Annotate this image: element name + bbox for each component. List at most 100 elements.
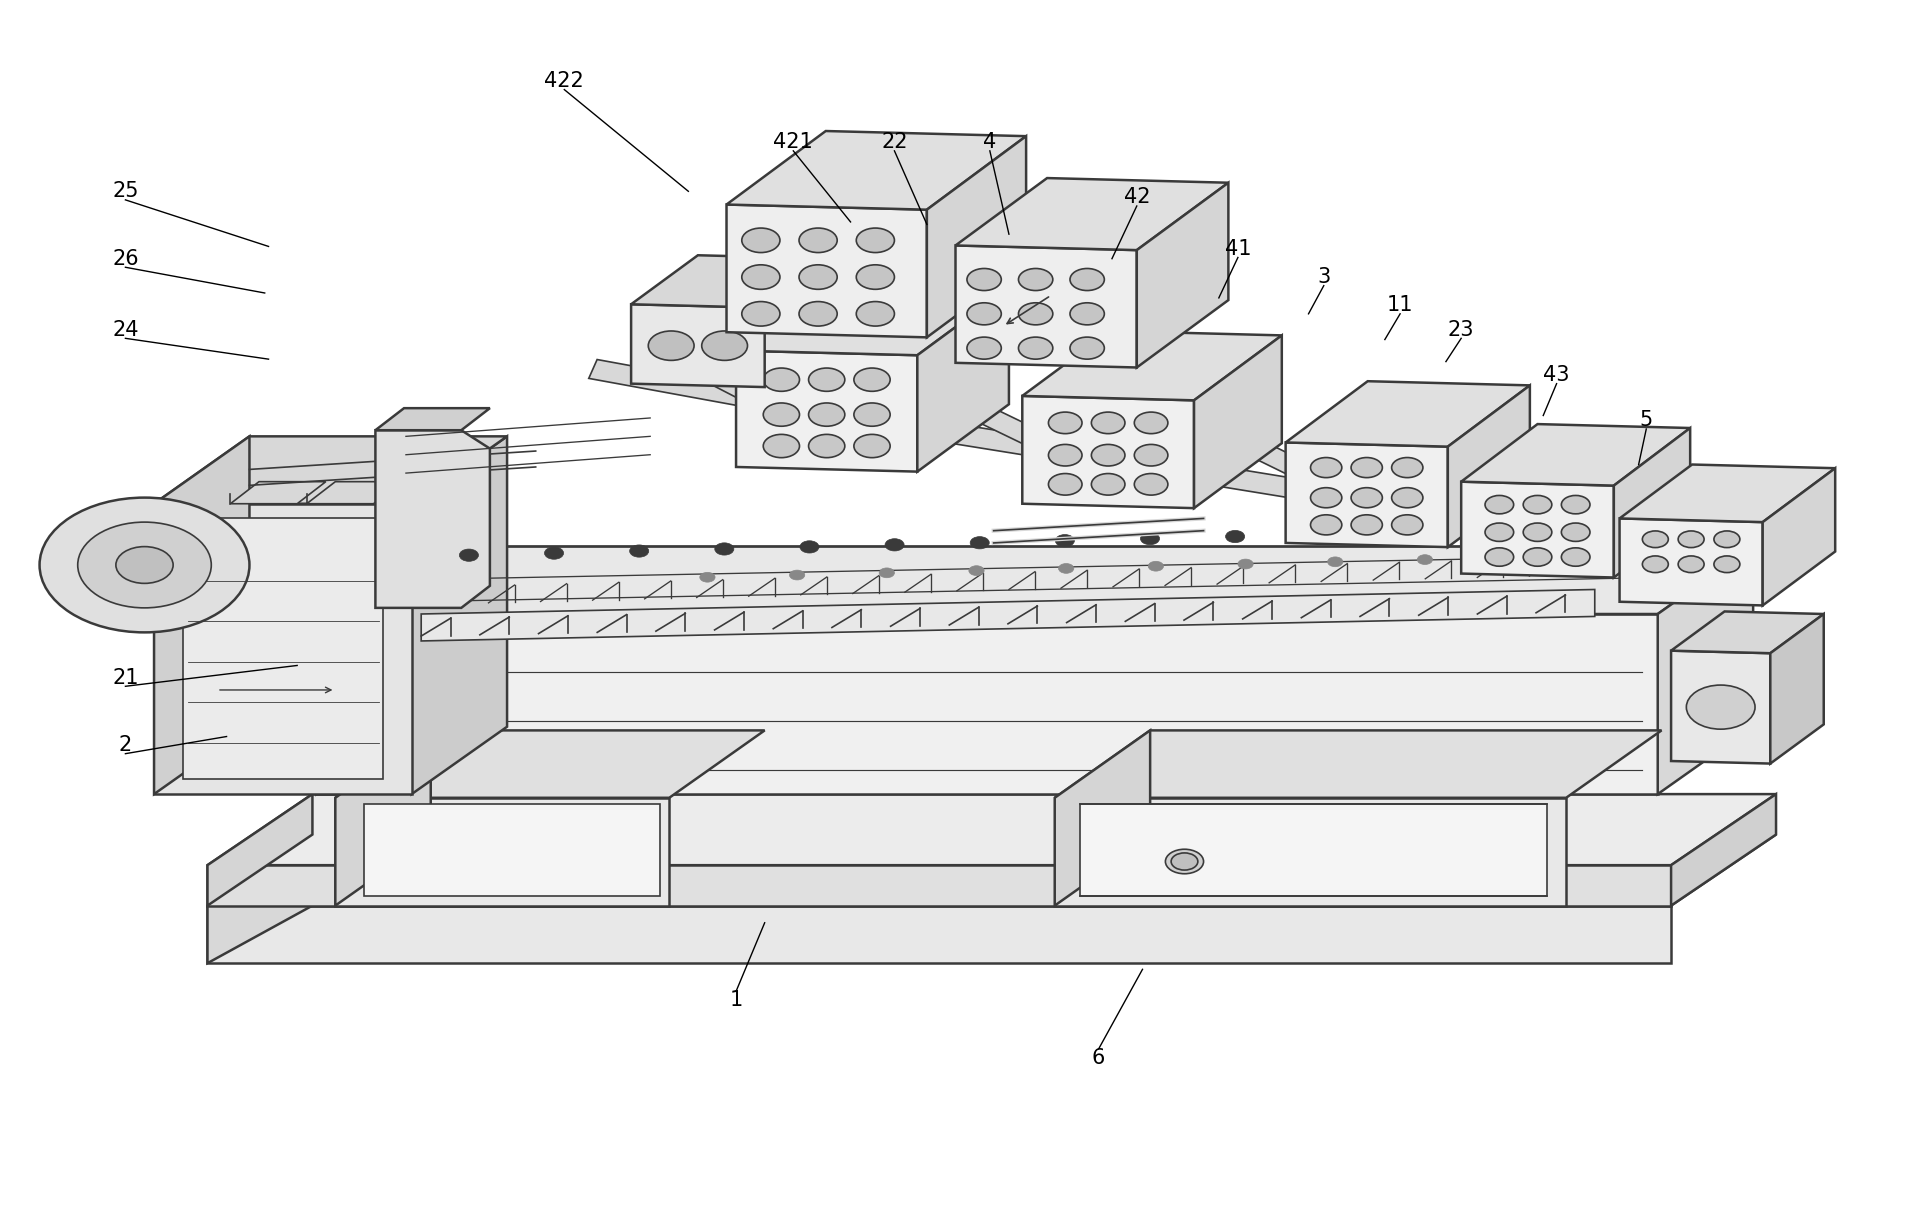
Circle shape — [1523, 548, 1552, 566]
Circle shape — [1485, 523, 1514, 542]
Text: 3: 3 — [1317, 266, 1330, 287]
Polygon shape — [1670, 651, 1770, 764]
Polygon shape — [1483, 511, 1712, 564]
Text: 422: 422 — [545, 71, 585, 91]
Polygon shape — [208, 905, 1670, 963]
Circle shape — [1485, 548, 1514, 566]
Circle shape — [885, 539, 904, 551]
Polygon shape — [208, 866, 1670, 905]
Circle shape — [1049, 445, 1082, 465]
Polygon shape — [208, 795, 311, 905]
Text: 24: 24 — [113, 319, 140, 340]
Polygon shape — [726, 205, 927, 338]
Circle shape — [789, 570, 805, 580]
Polygon shape — [1770, 614, 1823, 764]
Circle shape — [1070, 269, 1105, 291]
Text: 22: 22 — [881, 133, 908, 152]
Circle shape — [1481, 524, 1500, 537]
Polygon shape — [1196, 464, 1491, 529]
Polygon shape — [315, 546, 1752, 614]
Circle shape — [1523, 523, 1552, 542]
Circle shape — [856, 228, 894, 253]
Polygon shape — [306, 481, 401, 503]
Polygon shape — [1670, 612, 1823, 653]
Polygon shape — [956, 246, 1137, 367]
Polygon shape — [1286, 442, 1449, 548]
Circle shape — [1328, 558, 1343, 566]
Polygon shape — [183, 518, 382, 780]
Circle shape — [1561, 523, 1590, 542]
Circle shape — [1311, 515, 1342, 535]
Polygon shape — [155, 436, 506, 503]
Circle shape — [1149, 561, 1164, 571]
Circle shape — [1311, 528, 1330, 540]
Polygon shape — [411, 436, 506, 795]
Polygon shape — [334, 798, 669, 905]
Circle shape — [40, 497, 250, 632]
Circle shape — [1171, 853, 1198, 871]
Circle shape — [1642, 556, 1668, 572]
Polygon shape — [1137, 183, 1229, 367]
Circle shape — [1391, 458, 1424, 478]
Circle shape — [1686, 685, 1754, 729]
Circle shape — [1678, 530, 1705, 548]
Circle shape — [1070, 338, 1105, 359]
Polygon shape — [208, 835, 1775, 905]
Circle shape — [1055, 534, 1074, 546]
Circle shape — [808, 435, 845, 458]
Circle shape — [1351, 458, 1382, 478]
Polygon shape — [1022, 332, 1282, 400]
Circle shape — [715, 543, 734, 555]
Text: 25: 25 — [113, 182, 140, 201]
Circle shape — [741, 302, 780, 327]
Circle shape — [741, 228, 780, 253]
Circle shape — [1070, 303, 1105, 325]
Circle shape — [967, 338, 1001, 359]
Circle shape — [1059, 564, 1074, 573]
Polygon shape — [1540, 499, 1668, 569]
Circle shape — [1567, 522, 1586, 534]
Text: 26: 26 — [113, 249, 140, 269]
Circle shape — [1523, 495, 1552, 513]
Polygon shape — [652, 340, 833, 440]
Circle shape — [808, 403, 845, 426]
Polygon shape — [155, 503, 411, 795]
Circle shape — [1135, 413, 1168, 433]
Polygon shape — [956, 178, 1229, 251]
Text: 5: 5 — [1640, 410, 1653, 431]
Polygon shape — [726, 131, 1026, 210]
Circle shape — [1091, 474, 1126, 495]
Circle shape — [1019, 338, 1053, 359]
Polygon shape — [315, 614, 1657, 795]
Circle shape — [1642, 530, 1668, 548]
Text: 21: 21 — [113, 668, 140, 688]
Polygon shape — [736, 350, 917, 472]
Polygon shape — [631, 255, 831, 308]
Circle shape — [1508, 553, 1523, 562]
Circle shape — [1019, 269, 1053, 291]
Circle shape — [629, 545, 648, 558]
Circle shape — [1391, 515, 1424, 535]
Circle shape — [699, 572, 715, 582]
Polygon shape — [589, 360, 898, 433]
Polygon shape — [927, 136, 1026, 338]
Polygon shape — [1449, 386, 1531, 548]
Circle shape — [1141, 533, 1160, 545]
Polygon shape — [1259, 447, 1428, 535]
Circle shape — [459, 549, 478, 561]
Polygon shape — [954, 397, 1131, 489]
Text: 11: 11 — [1387, 295, 1414, 316]
Circle shape — [1091, 413, 1126, 433]
Text: 23: 23 — [1449, 319, 1475, 340]
Polygon shape — [1080, 804, 1548, 895]
Polygon shape — [1657, 546, 1752, 795]
Circle shape — [971, 537, 990, 549]
Polygon shape — [334, 731, 764, 798]
Circle shape — [762, 368, 799, 392]
Circle shape — [762, 435, 799, 458]
Polygon shape — [736, 284, 1009, 355]
Polygon shape — [315, 546, 411, 795]
Circle shape — [967, 303, 1001, 325]
Polygon shape — [1762, 468, 1835, 605]
Circle shape — [856, 302, 894, 327]
